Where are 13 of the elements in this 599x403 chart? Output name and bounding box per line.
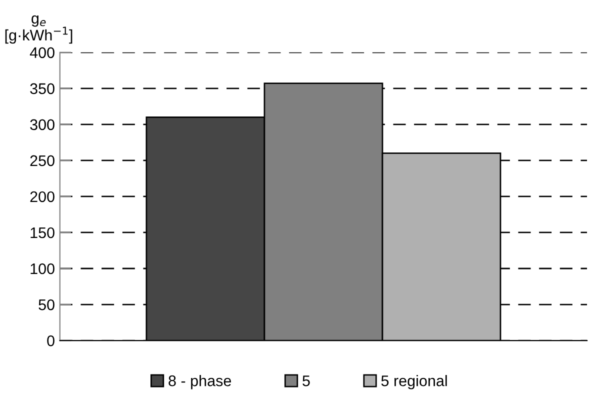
y-tick-label: 200 xyxy=(30,191,54,202)
y-tick-label: 50 xyxy=(38,299,54,310)
y-tick-label: 0 xyxy=(47,335,54,346)
y-tick-label: 100 xyxy=(30,263,54,274)
y-tick-label: 250 xyxy=(30,155,54,166)
legend-label: 5 xyxy=(302,376,310,386)
legend-label: 8 - phase xyxy=(168,375,232,390)
y-tick-label: 350 xyxy=(30,83,54,94)
y-tick-label: 300 xyxy=(30,119,54,130)
legend-label: 5 regional xyxy=(381,375,447,390)
y-tick-label: 150 xyxy=(30,227,54,238)
y-axis-title: g$_{e}$ [g·kWh$^{−1}$] xyxy=(5,15,72,44)
y-tick-label: 400 xyxy=(30,47,54,58)
